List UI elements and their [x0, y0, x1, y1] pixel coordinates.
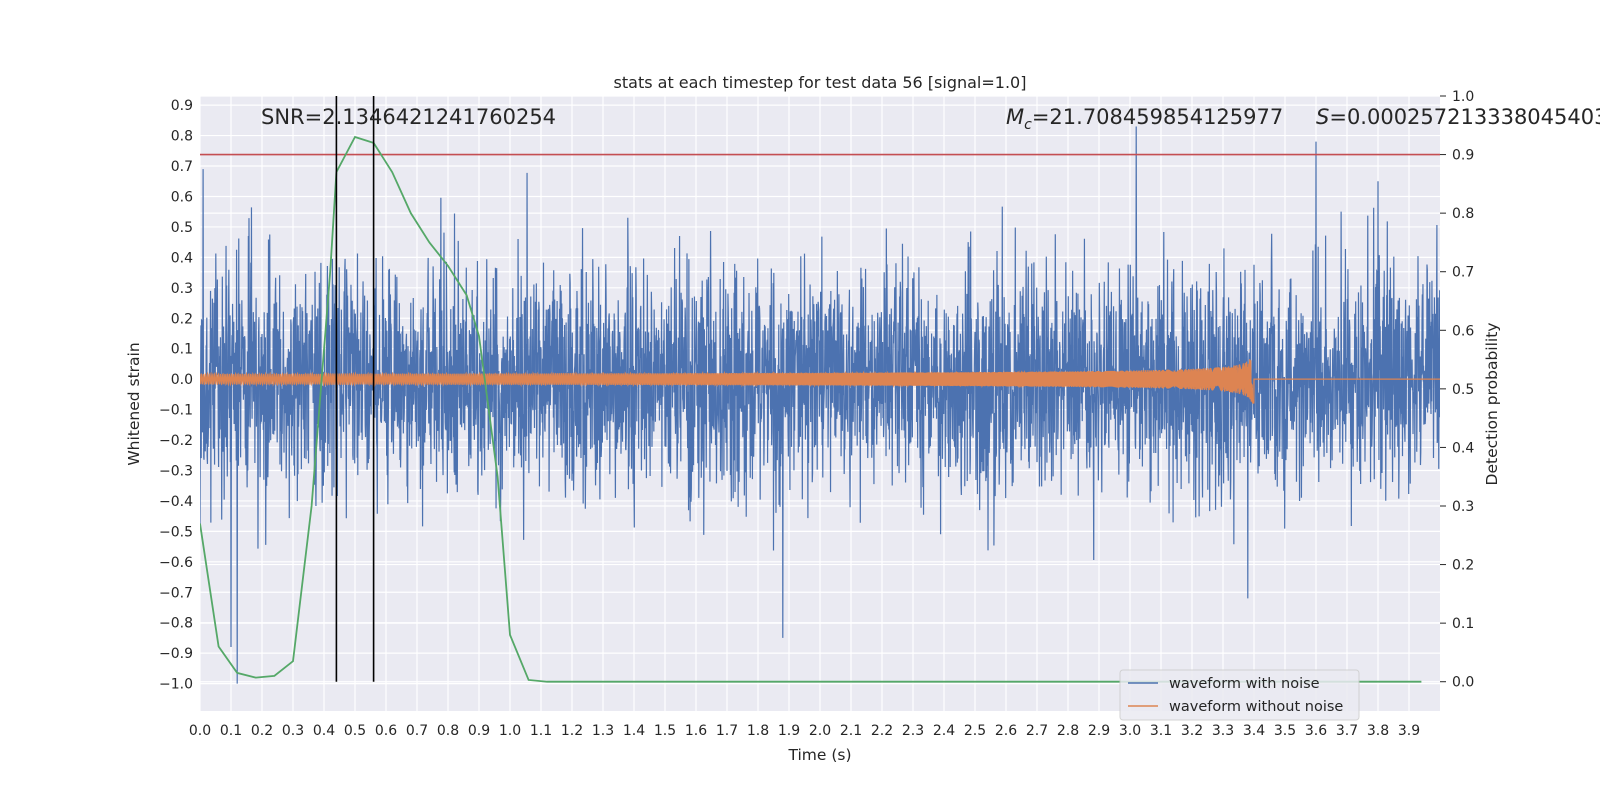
x-tick-label: 2.5: [964, 723, 986, 739]
x-tick-label: 0.5: [344, 723, 366, 739]
x-tick-label: 1.9: [778, 723, 800, 739]
x-tick-label: 2.6: [995, 723, 1017, 739]
left-y-tick-label: 0.5: [171, 220, 193, 236]
x-axis-label: Time (s): [787, 746, 851, 764]
x-tick-label: 1.5: [654, 723, 676, 739]
x-tick-label: 1.6: [685, 723, 707, 739]
x-tick-label: 1.4: [623, 723, 645, 739]
left-y-tick-label: 0.1: [171, 342, 193, 358]
x-tick-label: 0.3: [282, 723, 304, 739]
left-y-tick-label: −1.0: [159, 677, 193, 693]
right-y-tick-label: 0.6: [1452, 323, 1474, 339]
left-y-axis-label: Whitened strain: [125, 342, 143, 465]
left-y-tick-label: −0.5: [159, 524, 193, 540]
right-y-tick-label: 0.4: [1452, 440, 1474, 456]
left-y-tick-label: −0.2: [159, 433, 193, 449]
left-y-tick-label: −0.3: [159, 463, 193, 479]
x-tick-label: 0.1: [220, 723, 242, 739]
x-tick-label: 2.8: [1057, 723, 1079, 739]
left-y-tick-label: −0.6: [159, 555, 193, 571]
chirp-mass-symbol: M: [1006, 105, 1024, 129]
x-tick-label: 1.2: [561, 723, 583, 739]
left-y-tick-label: 0.9: [171, 98, 193, 114]
chirp-mass-annotation: Mc=21.708459854125977: [1006, 105, 1283, 133]
noise-series-line: [200, 126, 1440, 684]
x-tick-label: 1.1: [530, 723, 552, 739]
s-value: =0.00025721333804540336: [1329, 105, 1600, 129]
left-y-tick-label: −0.7: [159, 585, 193, 601]
x-tick-label: 1.3: [592, 723, 614, 739]
x-tick-label: 0.6: [375, 723, 397, 739]
right-y-axis-label: Detection probability: [1483, 323, 1501, 486]
x-tick-label: 1.0: [499, 723, 521, 739]
chirp-mass-value: =21.708459854125977: [1032, 105, 1283, 129]
right-y-tick-label: 0.7: [1452, 265, 1474, 281]
x-axis-ticks: 0.0 0.1 0.2 0.3 0.4 0.5 0.6 0.7 0.8 0.9 1.0 1.1 1.2 1…: [189, 723, 1420, 739]
chirp-mass-subscript: c: [1024, 117, 1032, 133]
x-tick-label: 3.3: [1212, 723, 1234, 739]
x-tick-label: 1.8: [747, 723, 769, 739]
x-tick-label: 2.7: [1026, 723, 1048, 739]
x-tick-label: 0.2: [251, 723, 273, 739]
x-tick-label: 0.9: [468, 723, 490, 739]
left-y-tick-label: −0.8: [159, 616, 193, 632]
x-tick-label: 3.0: [1119, 723, 1141, 739]
right-y-axis-ticks: 0.0 0.1 0.2 0.3 0.4 0.5 0.6 0.7 0.8 0.9 1.0: [1440, 89, 1474, 691]
left-y-axis-ticks: −1.0 −0.9 −0.8 −0.7 −0.6 −0.5 −0.4 −0.3 −0.2 −0.1…: [159, 98, 193, 692]
x-tick-label: 3.2: [1181, 723, 1203, 739]
x-tick-label: 3.6: [1305, 723, 1327, 739]
left-y-tick-label: −0.9: [159, 646, 193, 662]
x-tick-label: 2.4: [933, 723, 955, 739]
left-y-tick-label: 0.4: [171, 250, 193, 266]
x-tick-label: 3.7: [1336, 723, 1358, 739]
right-y-tick-label: 0.2: [1452, 558, 1474, 574]
x-tick-label: 0.7: [406, 723, 428, 739]
chart-title: stats at each timestep for test data 56 …: [614, 73, 1027, 92]
left-y-tick-label: 0.2: [171, 311, 193, 327]
legend: waveform with noise waveform without noi…: [1119, 669, 1360, 721]
left-y-tick-label: −0.4: [159, 494, 193, 510]
x-tick-label: 2.2: [871, 723, 893, 739]
right-y-tick-label: 0.5: [1452, 382, 1474, 398]
right-y-tick-label: 0.3: [1452, 499, 1474, 515]
legend-box: [1119, 669, 1360, 721]
left-y-tick-label: 0.0: [171, 372, 193, 388]
probability-series-line: [200, 135, 1422, 683]
right-y-tick-label: 1.0: [1452, 89, 1474, 105]
x-tick-label: 3.8: [1367, 723, 1389, 739]
left-y-tick-label: −0.1: [159, 403, 193, 419]
x-tick-label: 3.1: [1150, 723, 1172, 739]
right-y-tick-label: 0.9: [1452, 148, 1474, 164]
s-annotation: S=0.00025721333804540336: [1316, 105, 1600, 129]
x-tick-label: 0.8: [437, 723, 459, 739]
plot-area: [200, 126, 1440, 684]
left-y-tick-label: 0.8: [171, 129, 193, 145]
x-tick-label: 1.7: [716, 723, 738, 739]
x-tick-label: 2.0: [809, 723, 831, 739]
x-tick-label: 3.4: [1243, 723, 1265, 739]
right-y-tick-label: 0.0: [1452, 675, 1474, 691]
right-y-tick-label: 0.8: [1452, 206, 1474, 222]
left-y-tick-label: 0.6: [171, 189, 193, 205]
x-tick-label: 3.5: [1274, 723, 1296, 739]
x-tick-label: 2.9: [1088, 723, 1110, 739]
left-y-tick-label: 0.7: [171, 159, 193, 175]
right-y-tick-label: 0.1: [1452, 616, 1474, 632]
left-y-tick-label: 0.3: [171, 281, 193, 297]
s-symbol: S: [1316, 105, 1329, 129]
x-tick-label: 0.4: [313, 723, 335, 739]
legend-label-clean: waveform without noise: [1169, 699, 1343, 715]
legend-label-noise: waveform with noise: [1169, 676, 1320, 692]
x-tick-label: 0.0: [189, 723, 211, 739]
clean-series-line: [200, 359, 1440, 404]
x-tick-label: 2.1: [840, 723, 862, 739]
snr-annotation: SNR=2.1346421241760254: [261, 105, 556, 129]
x-tick-label: 2.3: [902, 723, 924, 739]
x-tick-label: 3.9: [1398, 723, 1420, 739]
